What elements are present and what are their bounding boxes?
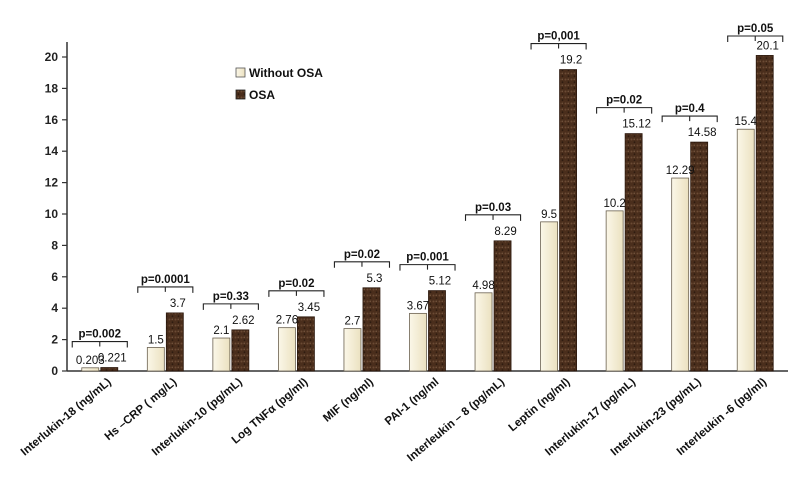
bar-osa <box>165 312 184 372</box>
y-tick-label: 14 <box>45 144 59 158</box>
p-value-bracket <box>202 303 259 310</box>
p-value-bracket <box>268 290 325 297</box>
p-value-label: p=0.0001 <box>141 274 191 286</box>
value-label-osa: 19.2 <box>560 55 582 67</box>
category-label: PAI-1 (ng/ml <box>383 376 441 428</box>
value-label-without-osa: 15.4 <box>735 116 758 128</box>
category-label: Interlukin-18 (ng/mL) <box>19 376 114 458</box>
y-tick-label: 10 <box>45 207 59 221</box>
value-label-osa: 3.7 <box>170 298 186 310</box>
p-value-label: p=0.001 <box>406 252 449 264</box>
value-label-without-osa: 1.5 <box>148 334 164 346</box>
value-label-osa: 3.45 <box>298 302 320 314</box>
legend-label-osa: OSA <box>249 88 275 102</box>
p-value-label: p=0,001 <box>537 31 580 43</box>
p-value-bracket <box>137 286 194 293</box>
value-label-osa: 20.1 <box>757 40 779 52</box>
p-value-bracket <box>333 261 391 268</box>
bar-without-osa <box>474 292 493 372</box>
value-label-osa: 15.12 <box>622 119 651 131</box>
value-label-without-osa: 0.203 <box>76 355 105 367</box>
category-label: MIF (ng/ml) <box>321 376 376 425</box>
category-label: Leptin (ng/ml) <box>507 376 573 434</box>
bar-without-osa <box>278 327 296 372</box>
bar-osa <box>690 141 709 372</box>
bar-without-osa <box>409 312 427 372</box>
bar-without-osa <box>146 347 165 372</box>
y-tick-label: 6 <box>51 270 58 284</box>
p-value-label: p=0.02 <box>606 95 642 107</box>
p-value-bracket <box>71 340 128 348</box>
p-value-bracket <box>661 115 718 123</box>
bar-without-osa <box>540 221 558 372</box>
bar-osa <box>493 240 512 372</box>
bar-osa <box>100 367 119 372</box>
value-label-osa: 5.12 <box>429 276 451 288</box>
bar-osa <box>559 69 577 372</box>
bar-osa <box>755 55 774 372</box>
y-tick-label: 12 <box>45 176 59 190</box>
value-label-without-osa: 10.2 <box>603 198 625 210</box>
value-label-without-osa: 4.98 <box>472 280 494 292</box>
bar-osa <box>624 133 643 372</box>
legend-swatch-osa <box>235 89 246 100</box>
y-tick-label: 0 <box>51 364 58 378</box>
p-value-label: p=0.4 <box>675 103 705 115</box>
y-tick-label: 16 <box>45 113 59 127</box>
p-value-annotations: p=0.002 p=0.0001 p=0.33 p=0.02 p=0.02 p=0.001… <box>71 23 784 348</box>
bar-without-osa <box>81 367 100 372</box>
p-value-label: p=0.03 <box>475 202 511 214</box>
p-value-bracket <box>399 264 456 271</box>
bar-without-osa <box>736 128 755 372</box>
p-value-label: p=0.33 <box>213 291 249 303</box>
p-value-label: p=0.05 <box>737 23 774 35</box>
p-value-bracket <box>596 107 653 114</box>
value-label-without-osa: 9.5 <box>541 209 557 221</box>
legend-swatch-without-osa <box>235 67 246 78</box>
category-labels: Interlukin-18 (ng/mL)Hs –CRP ( mg/L)Inte… <box>19 376 769 464</box>
y-tick-label: 2 <box>51 333 58 347</box>
p-value-label: p=0.002 <box>79 329 122 341</box>
p-value-bracket <box>464 214 522 221</box>
value-label-osa: 0.221 <box>98 353 127 365</box>
value-label-without-osa: 2.7 <box>344 316 360 328</box>
bar-osa <box>362 287 381 372</box>
value-label-without-osa: 2.1 <box>213 325 229 337</box>
value-label-without-osa: 2.76 <box>276 315 298 327</box>
y-tick-label: 4 <box>51 301 58 315</box>
bar-osa <box>231 329 250 372</box>
y-tick-label: 8 <box>51 238 58 252</box>
bar-without-osa <box>671 177 690 372</box>
p-value-bracket <box>727 35 784 42</box>
value-label-without-osa: 3.67 <box>407 300 429 312</box>
bar-without-osa <box>605 210 624 372</box>
y-ticks: 0 2 4 6 8 10 12 14 16 18 20 <box>45 50 67 378</box>
value-label-osa: 8.29 <box>494 226 516 238</box>
bar-without-osa <box>212 337 231 372</box>
bar-osa <box>428 290 446 372</box>
value-label-without-osa: 12.29 <box>666 165 695 177</box>
p-value-label: p=0.02 <box>344 249 380 261</box>
bar-without-osa <box>343 328 362 372</box>
y-tick-label: 18 <box>45 81 59 95</box>
p-value-label: p=0.02 <box>278 278 314 290</box>
bar-osa <box>297 316 315 372</box>
bars <box>81 55 774 372</box>
value-label-osa: 5.3 <box>366 273 382 285</box>
legend: Without OSA OSA <box>235 66 323 102</box>
p-value-bracket <box>530 43 587 50</box>
legend-label-without-osa: Without OSA <box>249 66 323 80</box>
value-label-osa: 14.58 <box>688 127 717 139</box>
y-tick-label: 20 <box>45 50 59 64</box>
value-label-osa: 2.62 <box>232 315 254 327</box>
